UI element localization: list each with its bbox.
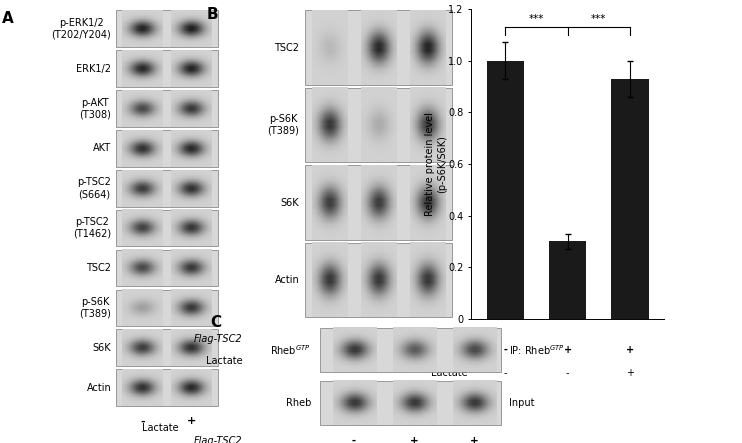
Bar xyxy=(320,328,501,372)
Text: Flag-TSC2: Flag-TSC2 xyxy=(194,334,243,345)
Bar xyxy=(116,51,218,87)
Text: TSC2: TSC2 xyxy=(275,43,300,53)
Text: TSC2: TSC2 xyxy=(86,263,111,273)
Text: ***: *** xyxy=(529,14,544,24)
Text: C: C xyxy=(210,315,221,330)
Text: -: - xyxy=(504,368,507,378)
Bar xyxy=(116,290,218,326)
Text: Rheb$^{GTP}$: Rheb$^{GTP}$ xyxy=(270,343,311,357)
Text: -: - xyxy=(503,345,508,355)
Bar xyxy=(305,88,452,163)
Text: +: + xyxy=(423,356,432,366)
Bar xyxy=(549,241,586,319)
Bar xyxy=(116,90,218,127)
Text: S6K: S6K xyxy=(280,198,300,208)
Text: Lactate: Lactate xyxy=(206,356,243,366)
Text: Flag-TSC2: Flag-TSC2 xyxy=(419,345,468,355)
Text: p-S6K
(T389): p-S6K (T389) xyxy=(79,297,111,319)
Bar xyxy=(116,369,218,406)
Text: Rheb: Rheb xyxy=(286,398,311,408)
Text: +: + xyxy=(564,345,571,355)
Text: p-ERK1/2
(T202/Y204): p-ERK1/2 (T202/Y204) xyxy=(51,18,111,39)
Text: -: - xyxy=(352,436,356,443)
Text: Flag-TSC2: Flag-TSC2 xyxy=(194,436,243,443)
Text: +: + xyxy=(187,416,196,426)
Text: B: B xyxy=(207,8,219,22)
Text: +: + xyxy=(470,436,479,443)
Bar xyxy=(116,210,218,246)
Text: A: A xyxy=(2,11,14,26)
Bar xyxy=(611,79,649,319)
Text: +: + xyxy=(423,334,432,345)
Text: +: + xyxy=(374,334,383,345)
Bar xyxy=(116,330,218,366)
Y-axis label: Relative protein level
(p-S6K/S6K): Relative protein level (p-S6K/S6K) xyxy=(425,112,447,216)
Text: Input: Input xyxy=(509,398,535,408)
Text: +: + xyxy=(626,368,634,378)
Text: -: - xyxy=(376,356,381,366)
Text: p-TSC2
(S664): p-TSC2 (S664) xyxy=(77,178,111,199)
Bar xyxy=(116,130,218,167)
Text: p-TSC2
(T1462): p-TSC2 (T1462) xyxy=(73,218,111,239)
Bar xyxy=(116,170,218,206)
Bar xyxy=(116,250,218,286)
Text: Lactate: Lactate xyxy=(431,368,468,378)
Text: -: - xyxy=(140,416,145,426)
Bar xyxy=(487,61,524,319)
Text: p-AKT
(T308): p-AKT (T308) xyxy=(79,98,111,119)
Text: S6K: S6K xyxy=(93,343,111,353)
Text: AKT: AKT xyxy=(93,144,111,153)
Bar xyxy=(305,11,452,85)
Bar xyxy=(320,381,501,425)
Bar xyxy=(116,11,218,47)
Text: -: - xyxy=(566,368,569,378)
Text: ERK1/2: ERK1/2 xyxy=(76,64,111,74)
Text: Actin: Actin xyxy=(87,383,111,392)
Text: -: - xyxy=(327,334,332,345)
Text: p-S6K
(T389): p-S6K (T389) xyxy=(268,114,300,136)
Bar xyxy=(305,243,452,317)
Text: Actin: Actin xyxy=(275,275,300,285)
Bar xyxy=(305,166,452,240)
Text: -: - xyxy=(327,356,332,366)
Text: IP: Rheb$^{GTP}$: IP: Rheb$^{GTP}$ xyxy=(509,343,565,357)
Text: Lactate: Lactate xyxy=(142,423,179,433)
Text: +: + xyxy=(626,345,634,355)
Text: +: + xyxy=(410,436,418,443)
Text: ***: *** xyxy=(591,14,606,24)
